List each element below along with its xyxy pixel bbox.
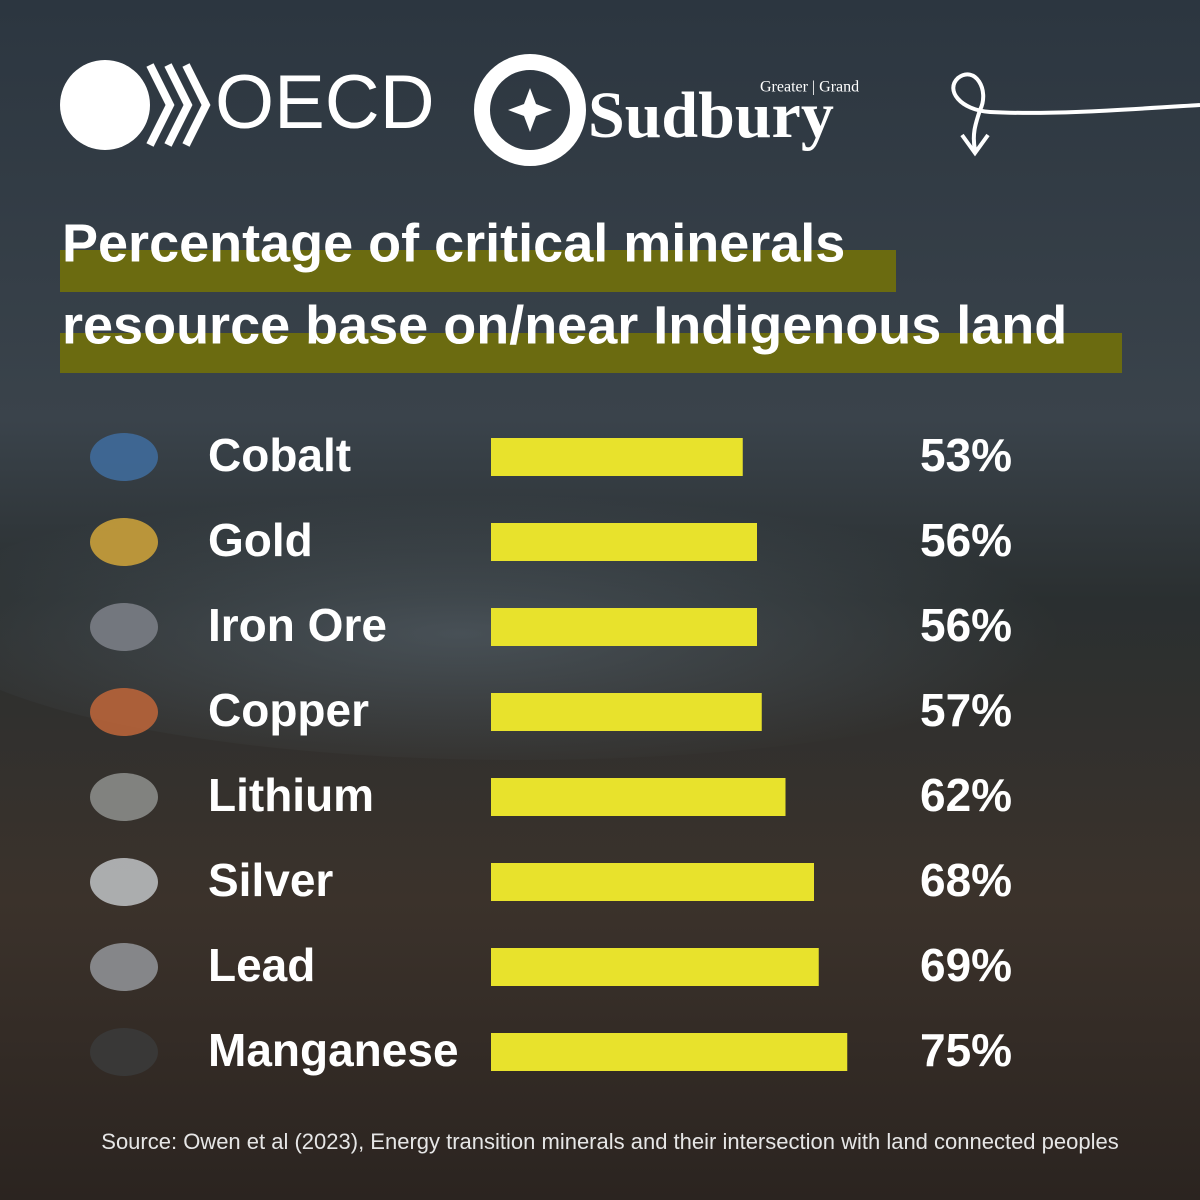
star — [508, 88, 552, 132]
value-label: 68% — [920, 854, 1012, 906]
source: Source: Owen et al (2023), Energy transi… — [101, 1129, 1118, 1154]
category-label: Cobalt — [208, 429, 351, 481]
category-label: Gold — [208, 514, 313, 566]
value-label: 56% — [920, 514, 1012, 566]
mineral-icon — [90, 943, 158, 991]
value-label: 69% — [920, 939, 1012, 991]
category-label: Manganese — [208, 1024, 459, 1076]
bar — [491, 863, 814, 901]
value-label: 56% — [920, 599, 1012, 651]
oecd-logo: OECD — [60, 60, 435, 150]
bar — [491, 523, 757, 561]
globe — [60, 60, 150, 150]
bar — [491, 948, 819, 986]
value-label: 62% — [920, 769, 1012, 821]
title-line: Percentage of critical minerals — [62, 213, 845, 273]
category-label: Iron Ore — [208, 599, 387, 651]
value-label: 75% — [920, 1024, 1012, 1076]
chevrons — [146, 63, 211, 147]
mineral-icon — [90, 603, 158, 651]
mineral-icon — [90, 518, 158, 566]
bar — [491, 693, 762, 731]
sudbury-text: Sudbury — [588, 79, 834, 152]
oecd-text: OECD — [215, 60, 435, 145]
bar — [491, 778, 786, 816]
bar — [491, 608, 757, 646]
sudbury-logo: Greater | Grand Sudbury — [474, 54, 859, 166]
value-label: 57% — [920, 684, 1012, 736]
mineral-icon — [90, 773, 158, 821]
bar-rows: Cobalt 53% Gold 56% Iron Ore 56% Copper 57% Lith… — [90, 429, 1012, 1076]
swirl — [474, 54, 586, 166]
sudbury-top: Greater | Grand — [760, 79, 859, 96]
bar — [491, 1033, 848, 1071]
value-label: 53% — [920, 429, 1012, 481]
category-label: Lead — [208, 939, 315, 991]
title-line: resource base on/near Indigenous land — [62, 295, 1067, 355]
bar — [491, 438, 743, 476]
mineral-icon — [90, 433, 158, 481]
mineral-icon — [90, 1028, 158, 1076]
arrow-scribble — [951, 72, 1200, 157]
category-label: Silver — [208, 854, 333, 906]
title-highlight — [60, 333, 1122, 373]
title-highlight — [60, 250, 896, 292]
mineral-icon — [90, 688, 158, 736]
mineral-icon — [90, 858, 158, 906]
category-label: Copper — [208, 684, 369, 736]
category-label: Lithium — [208, 769, 374, 821]
